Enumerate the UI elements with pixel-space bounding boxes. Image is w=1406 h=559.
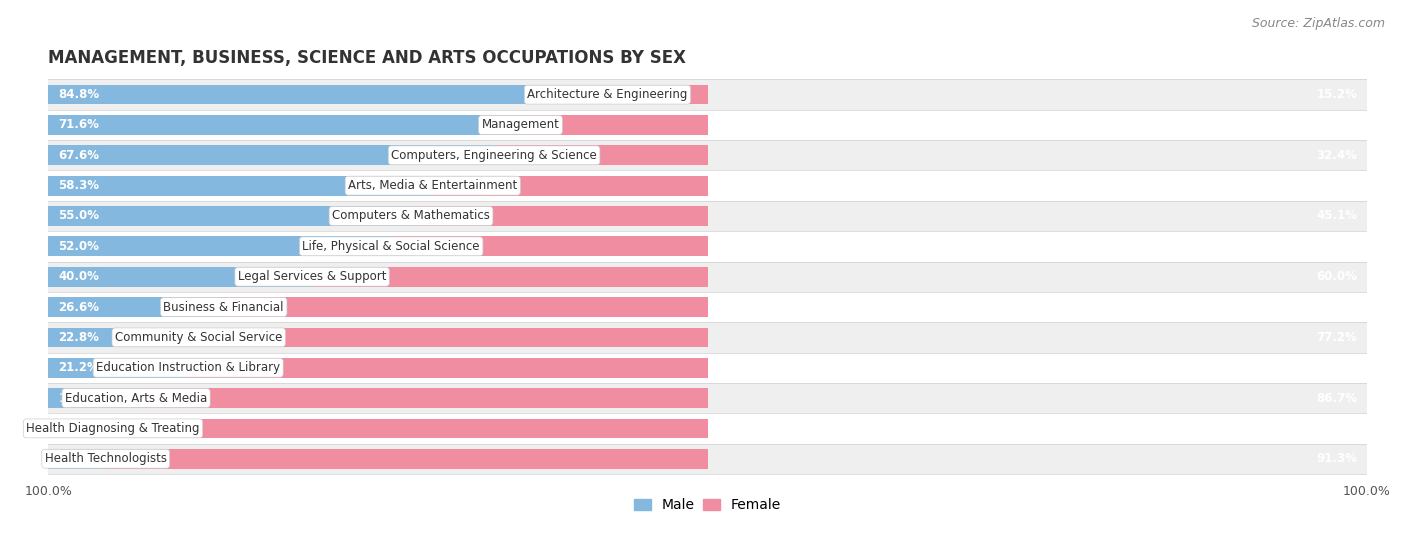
Text: 90.2%: 90.2% — [1316, 422, 1357, 435]
Text: Life, Physical & Social Science: Life, Physical & Social Science — [302, 240, 479, 253]
Bar — [48, 353, 1367, 383]
Bar — [198, 328, 707, 347]
Bar — [48, 388, 136, 408]
Text: 84.8%: 84.8% — [58, 88, 100, 101]
Text: Source: ZipAtlas.com: Source: ZipAtlas.com — [1251, 17, 1385, 30]
Text: 60.0%: 60.0% — [1316, 270, 1357, 283]
Text: Education, Arts & Media: Education, Arts & Media — [65, 391, 207, 405]
Text: 15.2%: 15.2% — [1316, 88, 1357, 101]
Text: 45.1%: 45.1% — [1316, 210, 1357, 222]
Text: 73.4%: 73.4% — [1316, 301, 1357, 314]
Bar — [48, 79, 1367, 110]
Text: 78.8%: 78.8% — [1316, 361, 1357, 374]
Text: 52.0%: 52.0% — [58, 240, 98, 253]
Text: Computers & Mathematics: Computers & Mathematics — [332, 210, 489, 222]
Bar — [112, 419, 707, 438]
Text: Arts, Media & Entertainment: Arts, Media & Entertainment — [349, 179, 517, 192]
Text: Community & Social Service: Community & Social Service — [115, 331, 283, 344]
Text: 55.0%: 55.0% — [58, 210, 100, 222]
Text: 28.4%: 28.4% — [1316, 119, 1357, 131]
Bar — [48, 110, 1367, 140]
Bar — [48, 170, 1367, 201]
Bar — [48, 231, 1367, 262]
Bar — [48, 115, 520, 135]
Text: 41.7%: 41.7% — [1316, 179, 1357, 192]
Text: 21.2%: 21.2% — [58, 361, 98, 374]
Bar — [48, 267, 312, 287]
Text: Education Instruction & Library: Education Instruction & Library — [96, 361, 280, 374]
Text: Architecture & Engineering: Architecture & Engineering — [527, 88, 688, 101]
Text: 13.3%: 13.3% — [58, 391, 98, 405]
Bar — [48, 176, 433, 196]
Text: Legal Services & Support: Legal Services & Support — [238, 270, 387, 283]
Text: MANAGEMENT, BUSINESS, SCIENCE AND ARTS OCCUPATIONS BY SEX: MANAGEMENT, BUSINESS, SCIENCE AND ARTS O… — [48, 49, 686, 67]
Bar — [48, 383, 1367, 413]
Bar — [48, 413, 1367, 443]
Text: 77.2%: 77.2% — [1316, 331, 1357, 344]
Text: Computers, Engineering & Science: Computers, Engineering & Science — [391, 149, 598, 162]
Bar — [48, 358, 188, 377]
Text: 58.3%: 58.3% — [58, 179, 100, 192]
Bar — [433, 176, 707, 196]
Text: 86.7%: 86.7% — [1316, 391, 1357, 405]
Bar — [48, 85, 607, 105]
Text: 32.4%: 32.4% — [1316, 149, 1357, 162]
Bar — [48, 449, 105, 468]
Bar — [48, 322, 1367, 353]
Bar — [48, 328, 198, 347]
Bar — [48, 236, 391, 256]
Bar — [48, 206, 411, 226]
Text: 48.0%: 48.0% — [1316, 240, 1357, 253]
Text: 22.8%: 22.8% — [58, 331, 98, 344]
Bar — [48, 297, 224, 317]
Text: Health Technologists: Health Technologists — [45, 452, 167, 465]
Text: 91.3%: 91.3% — [1316, 452, 1357, 465]
Bar — [188, 358, 707, 377]
Text: 40.0%: 40.0% — [58, 270, 98, 283]
Text: 9.8%: 9.8% — [58, 422, 91, 435]
Text: 8.7%: 8.7% — [58, 452, 91, 465]
Bar — [391, 236, 707, 256]
Bar — [312, 267, 707, 287]
Bar — [411, 206, 709, 226]
Bar — [48, 262, 1367, 292]
Bar — [48, 140, 1367, 170]
Text: Health Diagnosing & Treating: Health Diagnosing & Treating — [27, 422, 200, 435]
Text: 67.6%: 67.6% — [58, 149, 100, 162]
Text: Management: Management — [481, 119, 560, 131]
Bar — [105, 449, 707, 468]
Bar — [607, 85, 707, 105]
Legend: Male, Female: Male, Female — [628, 493, 787, 518]
Bar — [494, 145, 707, 165]
Bar — [48, 201, 1367, 231]
Bar — [48, 292, 1367, 322]
Bar — [48, 145, 494, 165]
Text: 71.6%: 71.6% — [58, 119, 98, 131]
Bar — [136, 388, 707, 408]
Bar — [224, 297, 707, 317]
Bar — [48, 419, 112, 438]
Text: 26.6%: 26.6% — [58, 301, 100, 314]
Bar — [520, 115, 707, 135]
Bar — [48, 443, 1367, 474]
Text: Business & Financial: Business & Financial — [163, 301, 284, 314]
